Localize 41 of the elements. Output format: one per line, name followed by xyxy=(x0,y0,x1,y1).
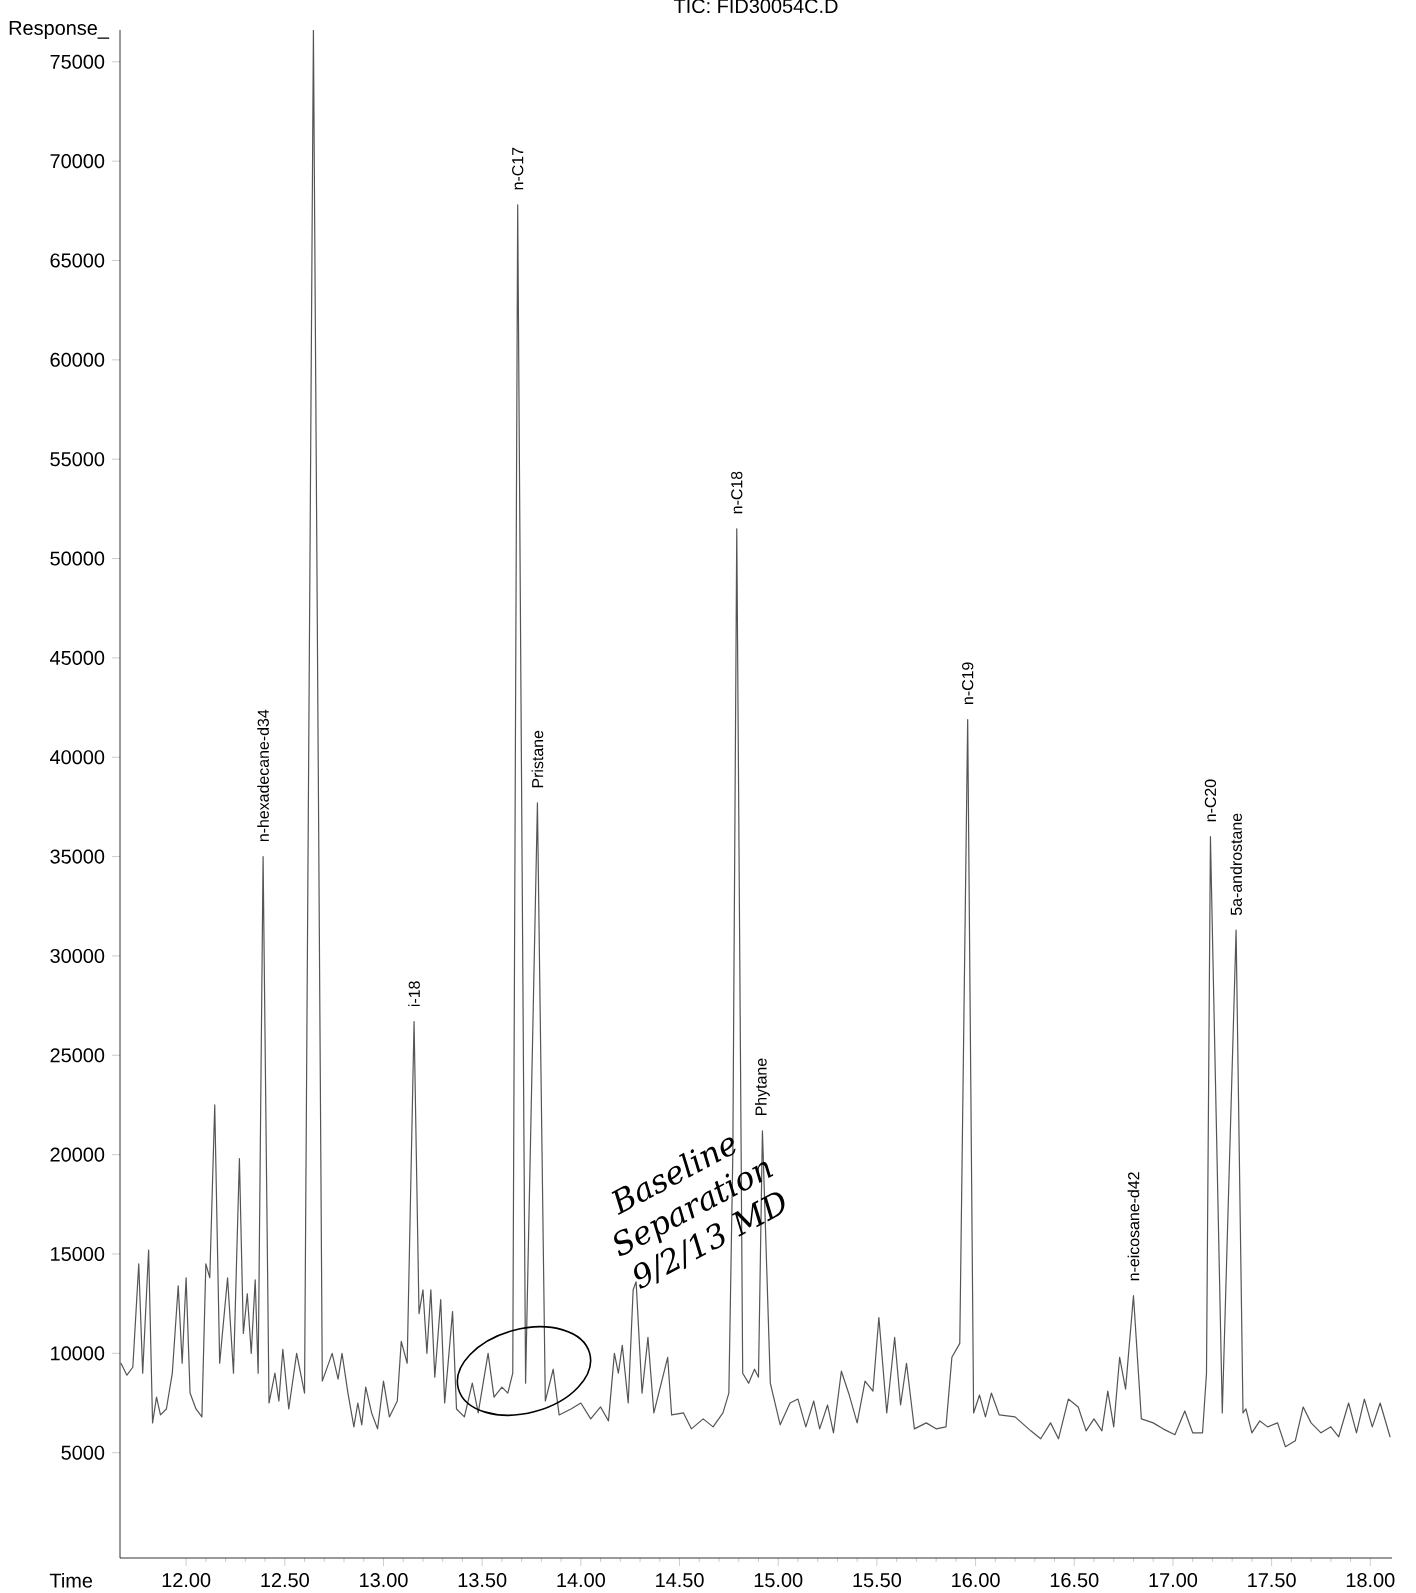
x-tick-label: 16.00 xyxy=(952,1573,1000,1588)
x-tick-label: 14.50 xyxy=(656,1573,704,1588)
annotation: n-C18 xyxy=(731,471,743,514)
y-tick-label: 55000 xyxy=(50,452,105,467)
y-tick-label: 15000 xyxy=(51,1246,105,1262)
x-tick-label: 12.50 xyxy=(261,1573,309,1588)
x-axis-title: Time xyxy=(49,1573,93,1588)
x-tick-label: 17.00 xyxy=(1149,1573,1198,1588)
y-tick-label: 50000 xyxy=(50,551,105,566)
x-tick-label: 16.50 xyxy=(1050,1573,1099,1588)
annotation: Phytane xyxy=(754,1058,770,1116)
y-tick-label: 65000 xyxy=(50,253,105,268)
x-tick-label: 18.00 xyxy=(1346,1573,1395,1588)
x-tick-label: 14.00 xyxy=(557,1573,605,1588)
y-tick-label: 25000 xyxy=(50,1048,105,1063)
y-axis-title: Response_ xyxy=(9,21,110,39)
x-tick-label: 17.50 xyxy=(1248,1573,1296,1588)
x-tick-label: 15.50 xyxy=(853,1573,902,1588)
line-series xyxy=(120,29,1391,1448)
y-tick-label: 70000 xyxy=(50,154,105,169)
annotation: n-C17 xyxy=(512,147,524,190)
y-tick-label: 30000 xyxy=(50,948,105,963)
annotation: Pristane xyxy=(531,730,544,788)
x-tick-label: 13.00 xyxy=(360,1573,408,1588)
y-tick-label: 35000 xyxy=(50,849,105,864)
y-tick-label: 60000 xyxy=(50,352,105,367)
annotation: n-hexadecane-d34 xyxy=(257,709,269,842)
y-tick-label: 40000 xyxy=(50,750,105,765)
annotation: n-C20 xyxy=(1204,779,1217,822)
annotation: i-18 xyxy=(408,981,420,1007)
annotation: 5a-androstane xyxy=(1230,813,1242,916)
annotation: n-eicosane-d42 xyxy=(1127,1172,1140,1281)
y-tick-label: 20000 xyxy=(50,1147,105,1162)
x-tick-label: 15.00 xyxy=(754,1573,803,1588)
x-tick-label: 12.00 xyxy=(162,1573,211,1588)
y-tick-label: 45000 xyxy=(50,650,105,665)
y-tick-label: 10000 xyxy=(51,1346,105,1361)
y-tick-label: 75000 xyxy=(50,54,105,69)
x-tick-label: 13.50 xyxy=(458,1573,507,1588)
y-tick-label: 5000 xyxy=(61,1445,105,1460)
annotation: n-C19 xyxy=(962,662,974,705)
